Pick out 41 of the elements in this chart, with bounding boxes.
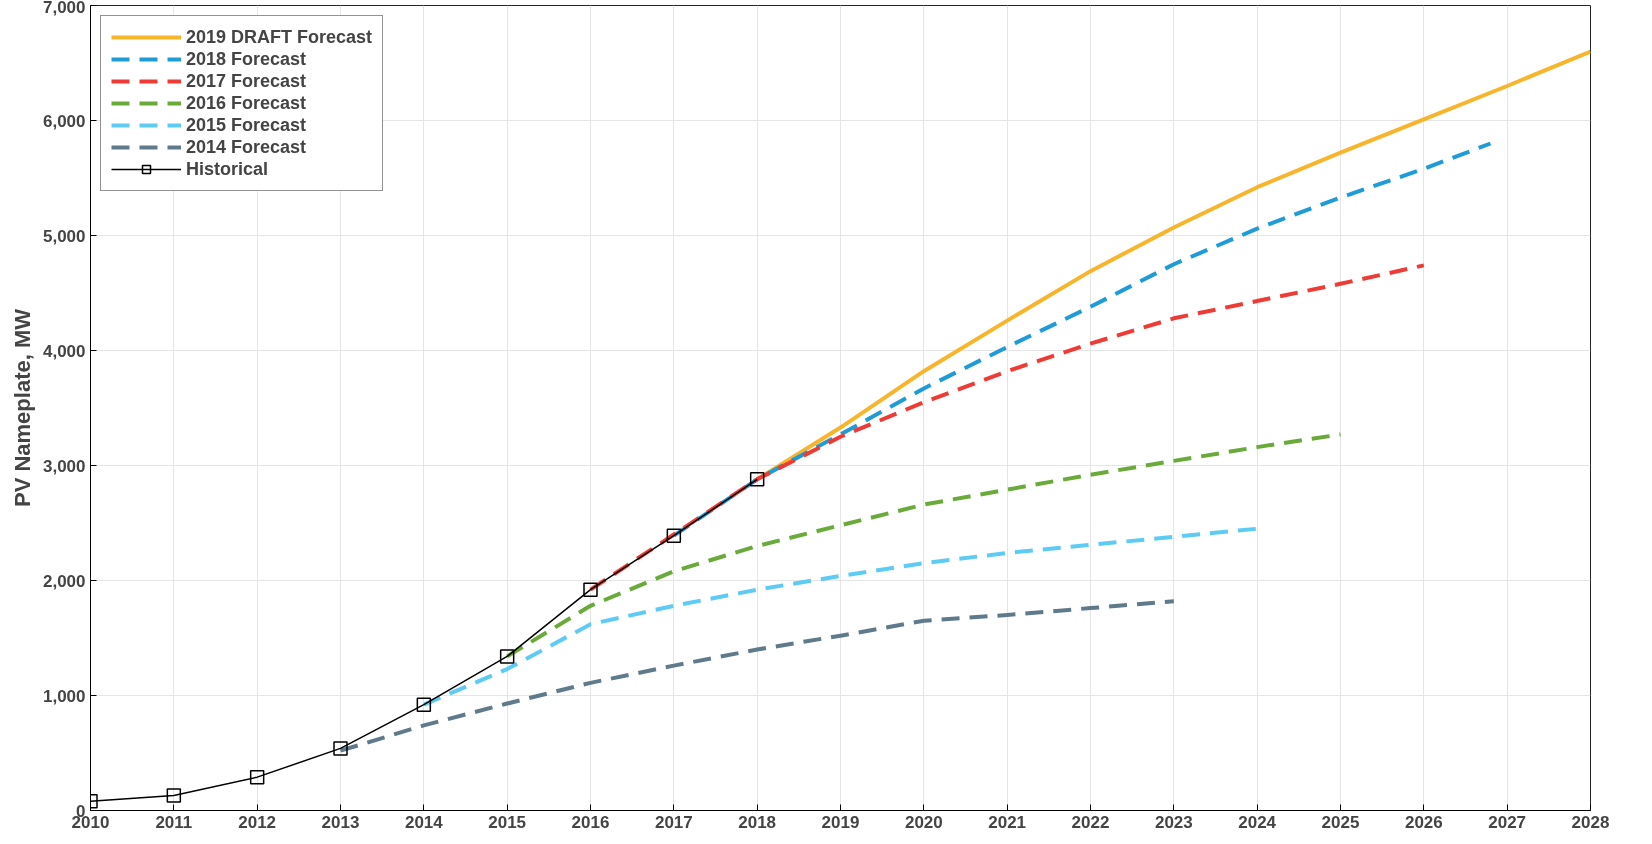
x-tick-label: 2028 [1571,812,1610,832]
x-tick-label: 2022 [1071,812,1110,832]
x-tick-label: 2015 [488,812,527,832]
legend-label: Historical [186,158,269,180]
y-tick-label: 6,000 [42,111,86,131]
point [416,697,432,712]
x-tick-label: 2018 [738,812,777,832]
legend-label: 2015 Forecast [186,114,307,136]
x-tick-label: 2025 [1321,812,1360,832]
x-tick-label: 2023 [1154,812,1193,832]
x-tick-label: 2020 [904,812,943,832]
x-tick-label: 2017 [654,812,693,832]
x-tick-label: 2027 [1488,812,1527,832]
legend-label: 2017 Forecast [186,70,307,92]
y-tick-label: 2,000 [42,571,86,591]
point [666,528,682,543]
x-tick-label: 2019 [821,812,860,832]
legend-label: 2018 Forecast [186,48,307,70]
legend-label: 2016 Forecast [186,92,307,114]
y-tick-label: 4,000 [42,341,86,361]
y-tick-label: 7,000 [42,0,86,17]
x-tick-label: 2014 [404,812,444,832]
y-tick-label: 3,000 [42,456,86,476]
y-axis-title: PV Nameplate, MW [9,308,35,508]
x-tick-label: 2024 [1238,812,1277,832]
x-tick-label: 2012 [238,812,277,832]
x-tick-label: 2016 [571,812,610,832]
x-tick-label: 2026 [1404,812,1443,832]
y-tick-label: 5,000 [42,226,86,246]
x-tick-label: 2013 [321,812,360,832]
point [249,769,265,785]
point [583,582,598,597]
legend-label: 2014 Forecast [186,136,307,158]
x-tick-label: 2011 [155,812,193,832]
point [749,472,765,487]
y-tick-label: 1,000 [42,686,86,706]
x-tick-label: 2021 [988,812,1027,832]
point [333,741,348,756]
point [499,649,515,664]
point [166,788,182,803]
legend-label: 2019 DRAFT Forecast [186,26,373,48]
